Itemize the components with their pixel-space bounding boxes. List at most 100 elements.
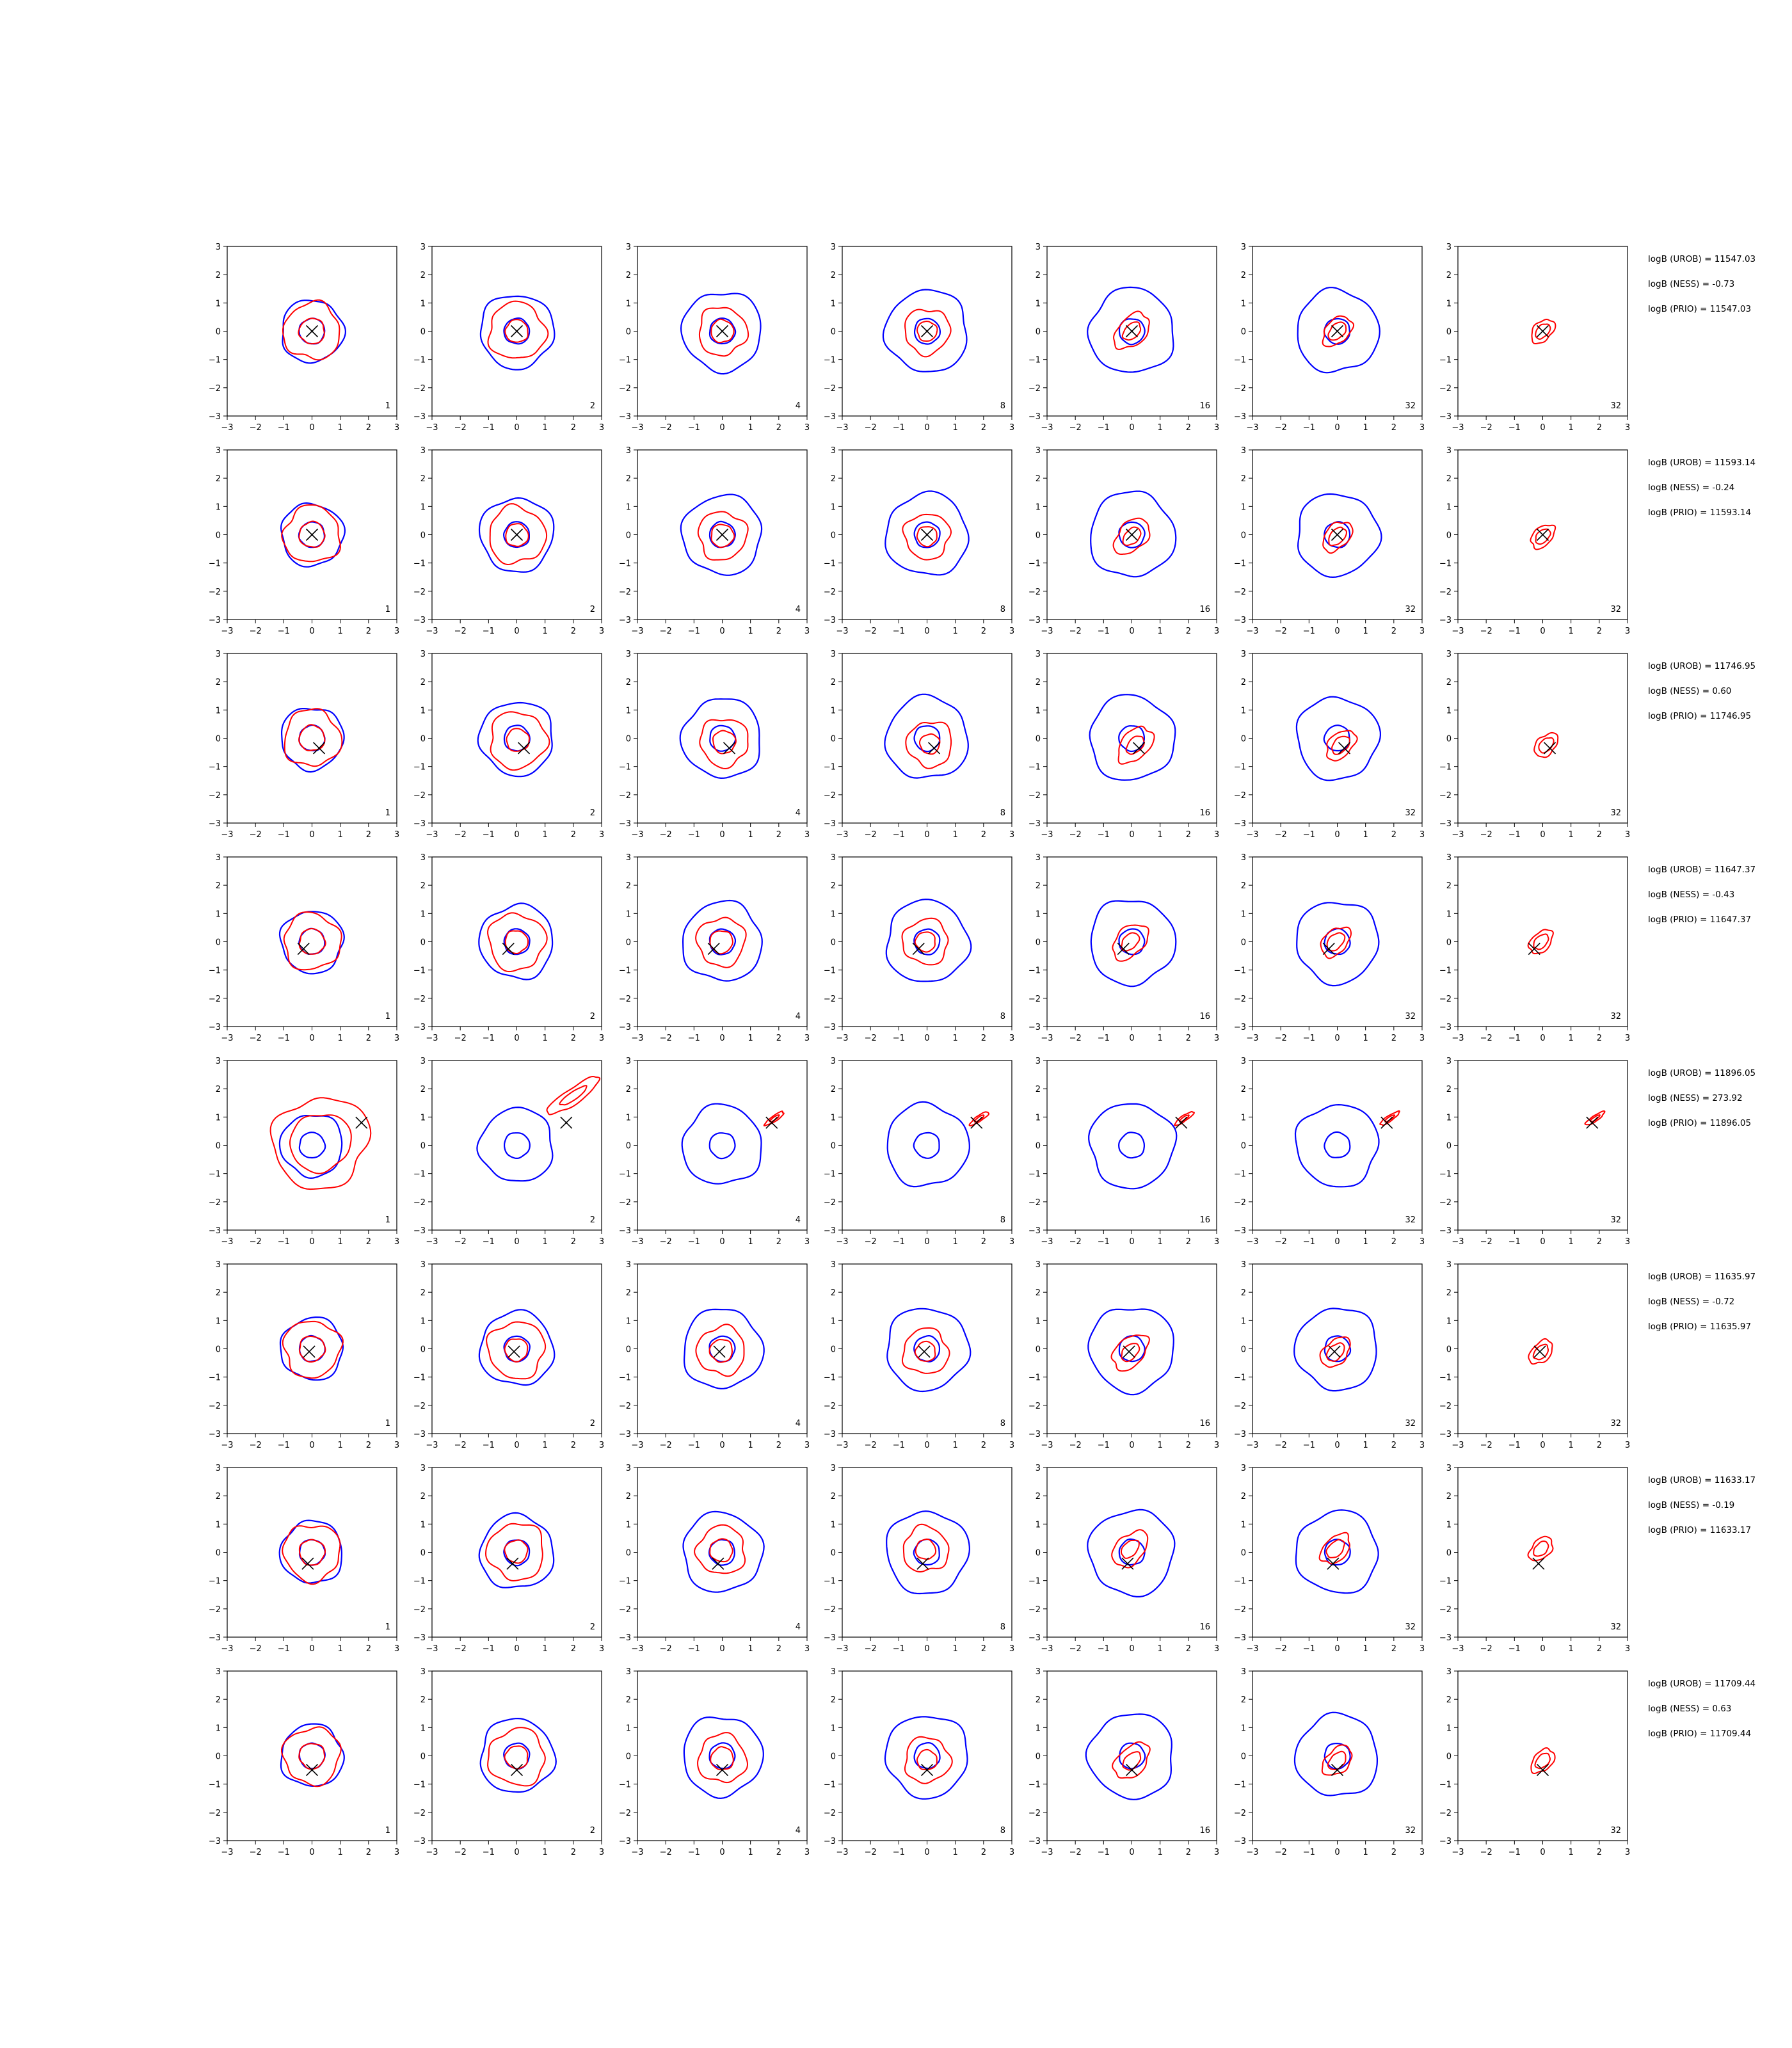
stat-line-r5-2: logB (NESS) = 273.92 [1648, 1093, 1743, 1103]
x-tick-label: 3 [599, 1441, 604, 1450]
x-tick-label: 3 [1625, 1237, 1630, 1247]
panel-r3-c2: −3 −2 −1 0 1 2 3 −3 −2 −1 0 1 2 3 2 [413, 650, 604, 840]
x-tick-label: 1 [338, 1441, 343, 1450]
x-tick-label: −2 [454, 423, 467, 433]
outer-contour-red [1112, 1741, 1151, 1779]
y-tick-label: 1 [831, 706, 836, 716]
inner-contour-red [973, 1114, 985, 1123]
x-tick-label: −1 [1098, 423, 1110, 433]
stat-line-r8-3: logB (PRIO) = 11709.44 [1648, 1729, 1751, 1739]
x-tick-label: −2 [1069, 1644, 1082, 1654]
y-tick-label: −1 [1234, 1577, 1246, 1587]
x-tick-label: 0 [719, 830, 724, 840]
x-tick-label: −1 [1508, 1034, 1521, 1043]
outer-contour-blue [477, 701, 553, 778]
x-tick-label: −2 [1480, 1644, 1492, 1654]
y-tick-label: −2 [824, 1198, 836, 1208]
x-tick-label: −3 [1246, 1237, 1258, 1247]
inner-contour-red [712, 730, 737, 755]
x-tick-label: −2 [250, 1034, 262, 1043]
x-tick-label: 0 [1129, 627, 1134, 636]
y-tick-label: 0 [626, 1752, 631, 1762]
x-tick-label: −1 [483, 1034, 495, 1043]
inner-contour-blue [1324, 1335, 1352, 1363]
panel-label: 1 [385, 1012, 390, 1021]
stat-line-r2-2: logB (NESS) = -0.24 [1648, 483, 1734, 493]
panel-label: 32 [1405, 1826, 1416, 1836]
inner-contour-blue [708, 1742, 736, 1770]
panel-r7-c7: −3 −2 −1 0 1 2 3 −3 −2 −1 0 1 2 3 32 [1439, 1464, 1630, 1654]
y-tick-label: 0 [831, 1142, 836, 1151]
x-tick-label: 0 [1334, 1034, 1340, 1043]
y-tick-label: −2 [209, 1198, 221, 1208]
x-tick-label: 1 [1158, 1034, 1163, 1043]
y-tick-label: 1 [1446, 1724, 1452, 1733]
y-tick-label: 2 [1036, 1492, 1041, 1501]
y-tick-label: −1 [1439, 1780, 1452, 1790]
y-tick-label: −1 [619, 763, 631, 772]
x-tick-label: −1 [1303, 1644, 1315, 1654]
x-tick-label: 2 [1186, 830, 1191, 840]
y-tick-label: −3 [209, 1633, 221, 1643]
y-tick-label: −1 [1234, 966, 1246, 976]
panel-label: 8 [1000, 1012, 1005, 1021]
x-tick-label: 2 [776, 627, 781, 636]
outer-contour-red [695, 916, 747, 968]
y-tick-label: 2 [1036, 1695, 1041, 1705]
y-tick-label: −1 [824, 1373, 836, 1383]
x-tick-label: −2 [660, 830, 672, 840]
x-tick-label: 3 [394, 627, 399, 636]
y-tick-label: −3 [413, 1430, 426, 1439]
x-tick-label: 3 [1009, 1441, 1014, 1450]
inner-contour-red [914, 1340, 936, 1362]
y-tick-label: 2 [420, 678, 426, 687]
y-tick-label: 2 [1241, 1492, 1246, 1501]
true-value-marker [712, 1557, 724, 1570]
x-tick-label: 0 [1540, 1441, 1545, 1450]
true-value-marker [305, 1764, 319, 1777]
x-tick-label: −2 [1480, 423, 1492, 433]
panel-label: 16 [1199, 1826, 1210, 1836]
axes-frame [431, 653, 602, 824]
x-tick-label: 1 [1363, 423, 1368, 433]
outer-contour-red [486, 1321, 547, 1380]
x-tick-label: −3 [1452, 1034, 1464, 1043]
x-tick-label: −1 [483, 423, 495, 433]
y-tick-label: 3 [420, 1667, 426, 1677]
outer-contour-red [281, 504, 341, 563]
x-tick-label: −3 [221, 1034, 233, 1043]
x-tick-label: 2 [981, 627, 986, 636]
x-tick-label: −3 [836, 423, 848, 433]
inner-contour-red [709, 930, 733, 955]
outer-contour-blue [884, 1716, 968, 1800]
y-tick-label: −3 [1234, 1023, 1246, 1032]
y-tick-label: 3 [1241, 853, 1246, 863]
y-tick-label: −3 [1234, 819, 1246, 829]
y-tick-label: −1 [209, 763, 221, 772]
outer-contour-red [1321, 1744, 1353, 1776]
outer-contour-blue [1087, 1308, 1174, 1396]
contour-layer [1295, 696, 1382, 781]
inner-contour-red [298, 1743, 326, 1770]
y-tick-label: 2 [216, 1492, 221, 1501]
inner-contour-red [505, 523, 529, 547]
outer-contour-blue [281, 708, 345, 773]
y-tick-label: −3 [209, 819, 221, 829]
contour-layer [1088, 1103, 1195, 1190]
x-tick-label: 3 [394, 1848, 399, 1857]
y-tick-label: 2 [1036, 881, 1041, 891]
y-tick-label: 1 [216, 502, 221, 512]
contour-layer [884, 490, 970, 576]
y-tick-label: 3 [1241, 1057, 1246, 1066]
y-tick-label: −3 [1439, 819, 1452, 829]
outer-contour-red [1527, 929, 1554, 955]
inner-contour-blue [298, 1132, 326, 1159]
panel-label: 2 [590, 1826, 595, 1836]
contour-layer [1530, 1747, 1556, 1775]
y-tick-label: −1 [619, 356, 631, 365]
y-tick-label: −3 [1028, 1430, 1041, 1439]
outer-contour-blue [1297, 287, 1380, 374]
y-tick-label: 2 [216, 1085, 221, 1094]
panel-label: 16 [1199, 1215, 1210, 1225]
y-tick-label: 1 [1446, 1316, 1452, 1326]
